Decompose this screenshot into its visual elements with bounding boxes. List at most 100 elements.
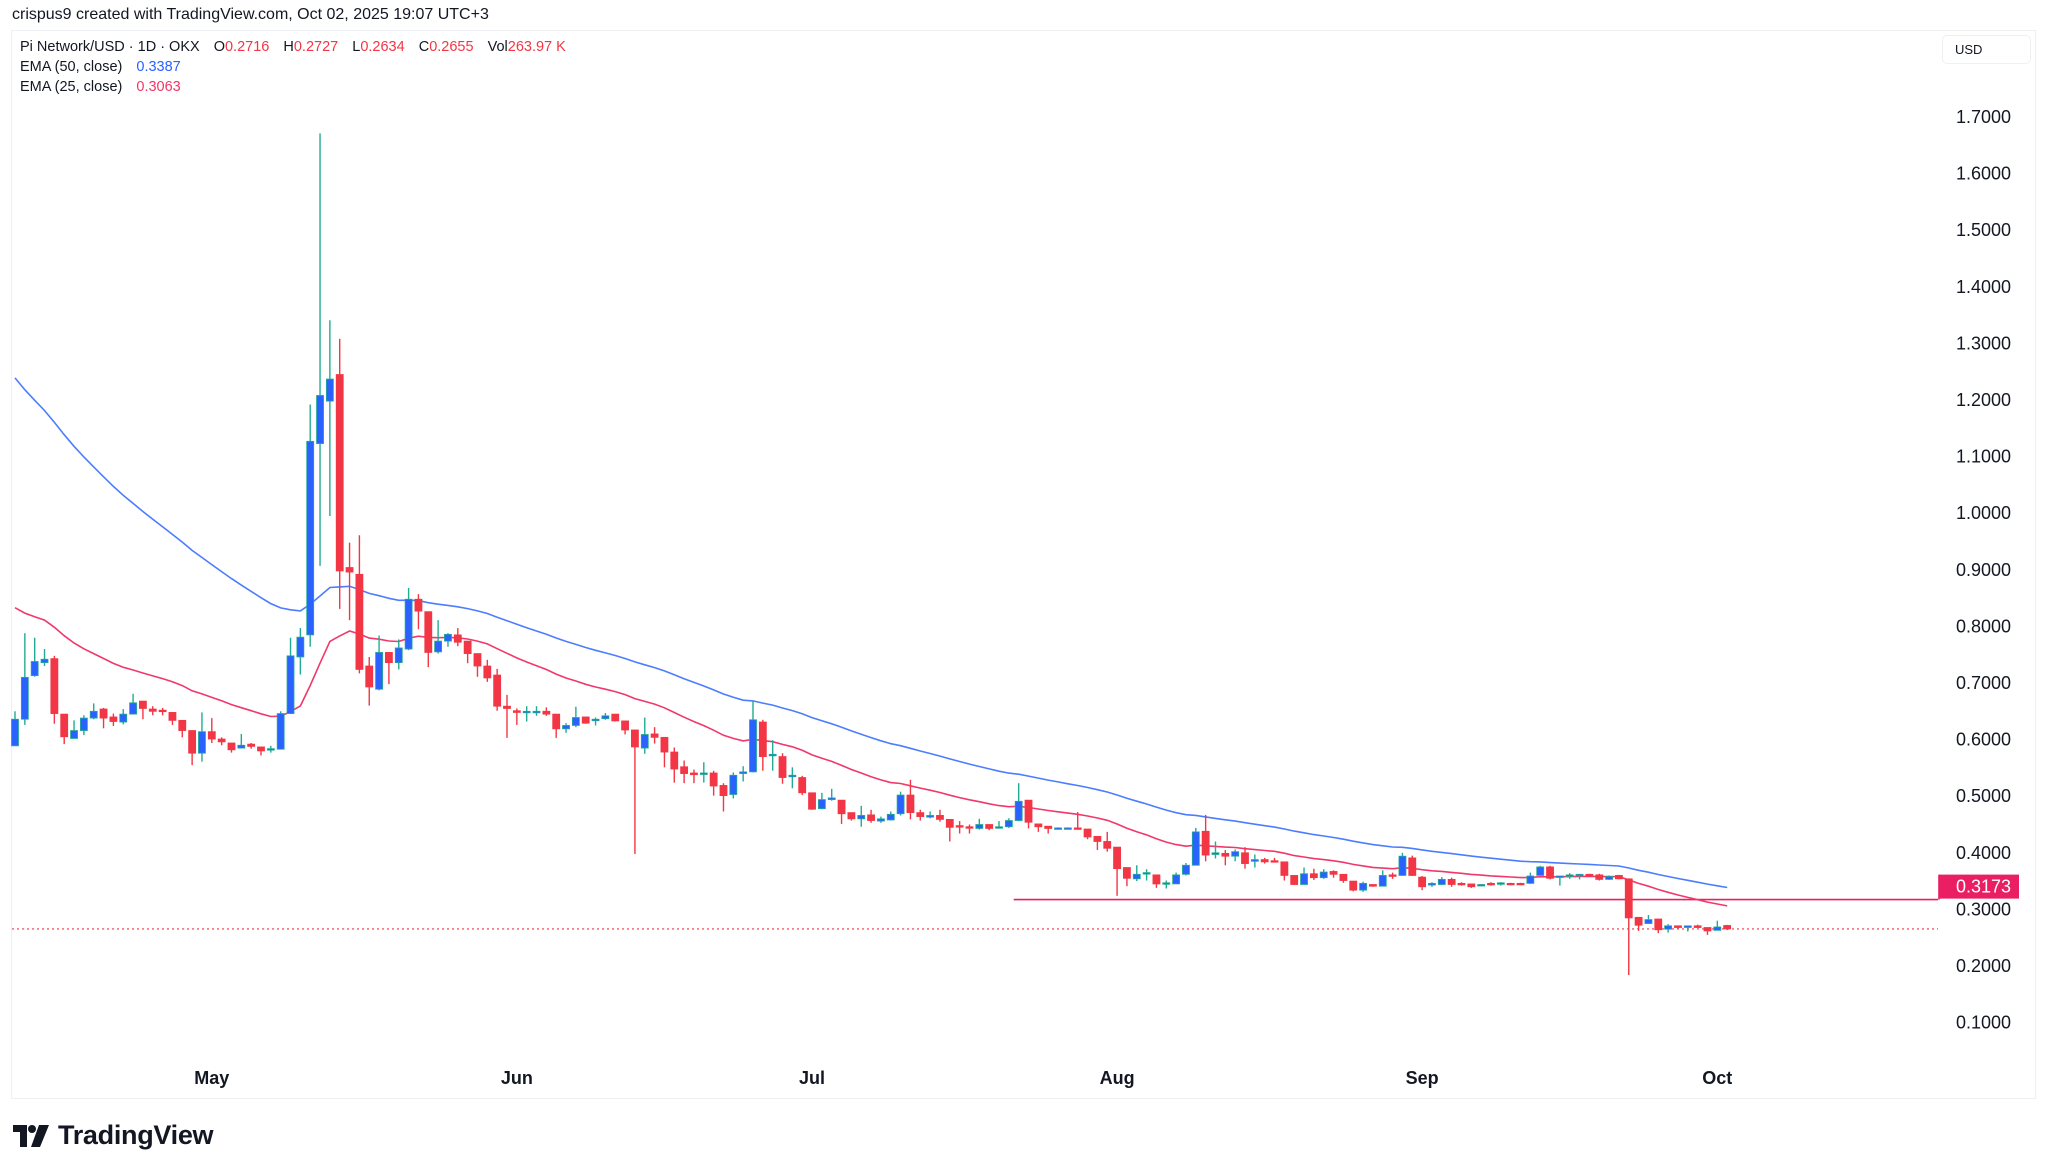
candle-down <box>611 713 620 722</box>
candle-body <box>1280 861 1289 876</box>
candle-body <box>1113 846 1121 870</box>
candle-up <box>119 709 128 725</box>
chart-frame[interactable] <box>11 30 2036 1099</box>
candle-down <box>798 775 807 796</box>
candle-down <box>621 720 629 735</box>
candle-down <box>1260 857 1269 864</box>
candle-down <box>217 737 226 746</box>
candle-down <box>1674 925 1682 930</box>
candle-body <box>571 717 580 726</box>
candle-down <box>778 753 787 784</box>
candle-down <box>178 719 187 738</box>
candle-down <box>355 535 364 674</box>
candle-down <box>1585 873 1594 877</box>
ema25-value: 0.3063 <box>136 79 181 95</box>
candle-down <box>335 338 344 609</box>
level-price-badge <box>1939 874 2019 899</box>
candle-up <box>70 720 78 739</box>
ema25-line <box>14 606 1728 907</box>
candle-up <box>640 717 649 754</box>
ema50-value: 0.3387 <box>136 59 181 75</box>
candle-up <box>394 639 403 670</box>
candle-down <box>945 819 954 842</box>
candle-down <box>719 783 728 812</box>
candle-down <box>483 659 492 682</box>
candle-down <box>1487 882 1495 886</box>
candle-body <box>178 719 187 731</box>
candle-up <box>1132 865 1141 882</box>
candle-up <box>886 811 895 821</box>
candle-body <box>503 705 511 709</box>
candle-up <box>444 633 452 647</box>
candle-body <box>749 719 757 773</box>
candle-down <box>99 707 108 729</box>
tradingview-logo[interactable]: TradingView <box>13 1120 214 1151</box>
candle-body <box>1093 835 1102 842</box>
candle-up <box>749 701 757 773</box>
symbol-title[interactable]: Pi Network/USD · 1D · OKX <box>20 39 200 55</box>
candle-up <box>1713 920 1722 931</box>
candle-body <box>1270 860 1279 863</box>
candle-down <box>847 812 856 821</box>
ema50-label: EMA (50, close) <box>20 59 123 75</box>
candle-down <box>1083 828 1092 840</box>
candle-up <box>729 772 738 799</box>
candle-body <box>1201 830 1210 856</box>
candle-down <box>1369 884 1377 887</box>
candle-body <box>562 725 570 730</box>
candle-up <box>857 805 866 827</box>
candle-down <box>207 718 216 743</box>
price-axis[interactable]: 1.7000 1.6000 1.5000 1.4000 1.3000 1.2000 1.10… <box>1956 107 2011 1033</box>
candle-down <box>1152 874 1161 888</box>
ema25-legend[interactable]: EMA (25, close) 0.3063 <box>20 79 181 95</box>
candle-body <box>1654 918 1663 931</box>
candle-down <box>503 694 511 738</box>
candle-body <box>1191 831 1200 866</box>
candle-body <box>906 794 915 814</box>
candle-body <box>542 710 551 715</box>
candle-down <box>247 742 256 749</box>
candle-up <box>89 703 98 720</box>
candle-body <box>50 658 59 714</box>
candle-body <box>473 653 482 667</box>
volume-value: 263.97 K <box>507 39 566 55</box>
currency-button[interactable]: USD <box>1942 35 2031 64</box>
candle-up <box>1605 875 1613 880</box>
candle-body <box>296 636 305 658</box>
candle-body <box>1083 828 1092 838</box>
candle-body <box>1300 873 1308 885</box>
candle-body <box>375 652 383 690</box>
time-tick-label: Jun <box>501 1068 533 1088</box>
candle-up <box>316 133 324 566</box>
ema50-legend[interactable]: EMA (50, close) 0.3387 <box>20 59 181 75</box>
candle-body <box>1162 882 1171 885</box>
candle-up <box>1359 881 1367 892</box>
candle-body <box>739 771 748 774</box>
time-axis[interactable]: May Jun Jul Aug Sep Oct <box>194 1068 1732 1088</box>
candle-body <box>109 716 118 722</box>
candle-down <box>808 792 816 810</box>
candle-body <box>798 777 807 794</box>
time-tick-label: Jul <box>799 1068 825 1088</box>
candle-body <box>1172 874 1181 885</box>
candle-down <box>1034 823 1043 832</box>
candle-body <box>1054 827 1062 830</box>
candle-body <box>1073 827 1082 830</box>
candle-body <box>1496 882 1505 885</box>
candle-down <box>158 707 167 716</box>
candle-down <box>60 713 69 745</box>
candle-body <box>1447 879 1456 885</box>
candle-up <box>532 706 541 716</box>
candle-body <box>719 785 728 797</box>
candle-down <box>1408 855 1417 877</box>
candle-up <box>1664 924 1673 933</box>
candle-body <box>1349 880 1358 891</box>
candle-body <box>276 713 285 750</box>
candle-body <box>1309 873 1318 879</box>
candle-up <box>591 717 600 726</box>
candle-down <box>1595 873 1604 881</box>
candle-body <box>286 655 295 714</box>
candle-body <box>936 815 944 820</box>
candle-body <box>1044 825 1053 829</box>
